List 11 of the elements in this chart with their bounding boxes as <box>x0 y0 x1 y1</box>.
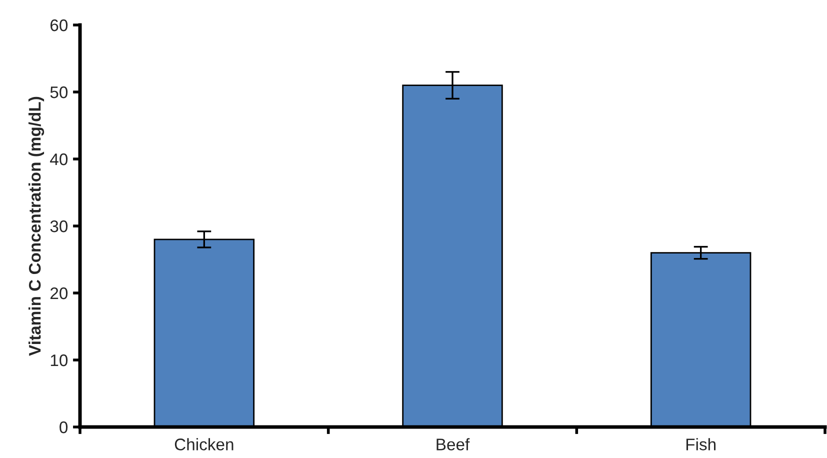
y-tick-label: 30 <box>50 220 68 232</box>
y-tick-label: 40 <box>50 153 68 166</box>
y-tick-label: 50 <box>50 86 68 98</box>
x-tick-label: Chicken <box>174 438 234 450</box>
y-tick-label: 20 <box>50 287 68 300</box>
y-axis-title: Vitamin C Concentration (mg/dL) <box>28 96 44 356</box>
x-tick-label: Fish <box>686 438 716 450</box>
y-tick-label: 60 <box>50 19 68 32</box>
y-tick-label: 0 <box>60 421 68 434</box>
x-tick-label: Beef <box>436 438 470 450</box>
y-tick-label: 10 <box>50 354 68 366</box>
